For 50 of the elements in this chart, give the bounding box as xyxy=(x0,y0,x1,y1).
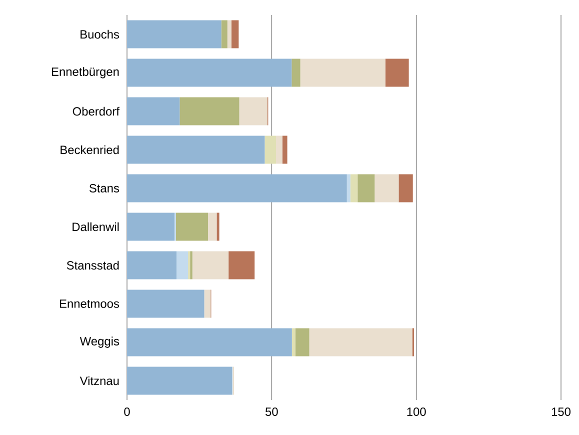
bar xyxy=(180,97,240,126)
bar xyxy=(300,58,386,87)
bar xyxy=(292,328,296,356)
bar xyxy=(309,328,412,356)
bar xyxy=(127,290,204,318)
y-tick-label: Weggis xyxy=(80,336,120,348)
bar xyxy=(374,174,399,202)
y-tick-label: Ennetbürgen xyxy=(52,67,119,78)
bar xyxy=(292,58,300,87)
bar xyxy=(239,97,268,126)
bar xyxy=(385,58,409,87)
bar xyxy=(127,174,347,202)
x-tick-label: 0 xyxy=(124,408,130,416)
x-tick-label: 150 xyxy=(552,408,571,416)
bar xyxy=(127,136,265,164)
x-tick-label: 100 xyxy=(407,408,426,416)
bar xyxy=(127,20,222,48)
bar xyxy=(208,212,217,241)
bar xyxy=(228,251,255,280)
bar xyxy=(264,136,276,164)
y-tick-label: Vitznau xyxy=(80,376,119,386)
bar xyxy=(295,328,310,356)
bar xyxy=(127,328,292,356)
bar xyxy=(127,58,292,87)
bar xyxy=(127,97,180,126)
bar xyxy=(127,251,176,280)
y-tick-label: Stans xyxy=(89,184,120,192)
bar xyxy=(127,212,174,241)
y-tick-label: Oberdorf xyxy=(72,106,120,116)
bar xyxy=(350,174,358,202)
bar xyxy=(176,212,208,241)
bar xyxy=(346,174,350,202)
bar xyxy=(216,212,220,241)
bar xyxy=(231,20,239,48)
bar xyxy=(192,251,229,280)
bar xyxy=(176,251,188,280)
bar xyxy=(398,174,413,202)
y-tick-label: Beckenried xyxy=(60,145,119,154)
y-tick-label: Ennetmoos xyxy=(60,300,120,308)
y-tick-label: Buochs xyxy=(80,30,120,39)
y-tick-label: Stansstad xyxy=(66,260,119,270)
bar xyxy=(221,20,228,48)
bar xyxy=(282,136,288,164)
bar xyxy=(276,136,282,164)
bar xyxy=(204,290,211,318)
x-tick-label: 50 xyxy=(266,408,278,416)
bar xyxy=(358,174,375,202)
bar xyxy=(227,20,232,48)
y-tick-label: Dallenwil xyxy=(72,222,119,232)
bar xyxy=(127,366,232,395)
